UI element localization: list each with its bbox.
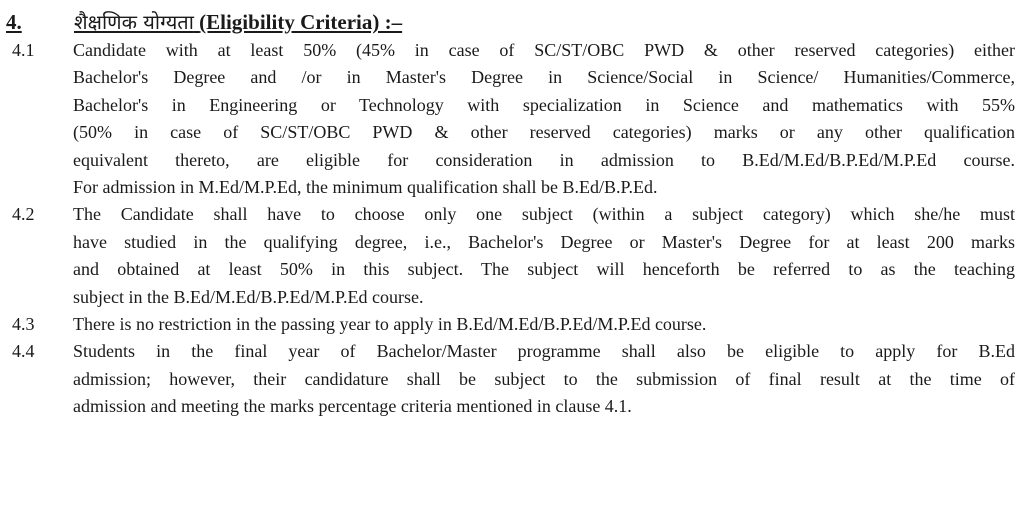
clause-line: Students in the final year of Bachelor/M… xyxy=(73,341,1015,362)
clause-4-3: 4.3 There is no restriction in the passin… xyxy=(0,311,1024,338)
clause-4-2: 4.2 The Candidate shall have to choose on… xyxy=(0,201,1024,311)
clause-line: have studied in the qualifying degree, i… xyxy=(73,231,1015,252)
clause-number: 4.3 xyxy=(12,313,35,334)
section-title-hindi: शैक्षणिक योग्यता xyxy=(74,10,194,34)
section-number: 4. xyxy=(6,10,22,34)
clause-line: Bachelor's in Engineering or Technology … xyxy=(73,94,1015,115)
clause-line: For admission in M.Ed/M.P.Ed, the minimu… xyxy=(73,176,658,197)
clause-line: There is no restriction in the passing y… xyxy=(73,313,707,334)
clause-line: admission; however, their candidature sh… xyxy=(73,368,1015,389)
clause-text: Candidate with at least 50% (45% in case… xyxy=(73,37,1015,201)
clause-line: equivalent thereto, are eligible for con… xyxy=(73,149,1015,170)
clause-line: subject in the B.Ed/M.Ed/B.P.Ed/M.P.Ed c… xyxy=(73,286,424,307)
clause-number: 4.2 xyxy=(12,204,35,225)
clause-line: Bachelor's Degree and /or in Master's De… xyxy=(73,67,1015,88)
clause-4-4: 4.4 Students in the final year of Bachelo… xyxy=(0,338,1024,420)
section-title: शैक्षणिक योग्यता (Eligibility Criteria) … xyxy=(74,8,402,35)
clause-line: (50% in case of SC/ST/OBC PWD & other re… xyxy=(73,122,1015,143)
clause-line: admission and meeting the marks percenta… xyxy=(73,396,632,417)
clause-4-1: 4.1 Candidate with at least 50% (45% in c… xyxy=(0,37,1024,201)
clause-number: 4.1 xyxy=(12,40,35,60)
clause-line: and obtained at least 50% in this subjec… xyxy=(73,259,1015,280)
clause-list: 4.1 Candidate with at least 50% (45% in c… xyxy=(0,37,1024,420)
clause-line: The Candidate shall have to choose only … xyxy=(73,204,1015,225)
clause-text: The Candidate shall have to choose only … xyxy=(73,201,1015,311)
clause-text: There is no restriction in the passing y… xyxy=(73,311,1015,338)
section-title-english: (Eligibility Criteria) :– xyxy=(199,10,403,34)
clause-line: Candidate with at least 50% (45% in case… xyxy=(73,40,1015,60)
clause-text: Students in the final year of Bachelor/M… xyxy=(73,338,1015,420)
clause-number: 4.4 xyxy=(12,341,35,362)
